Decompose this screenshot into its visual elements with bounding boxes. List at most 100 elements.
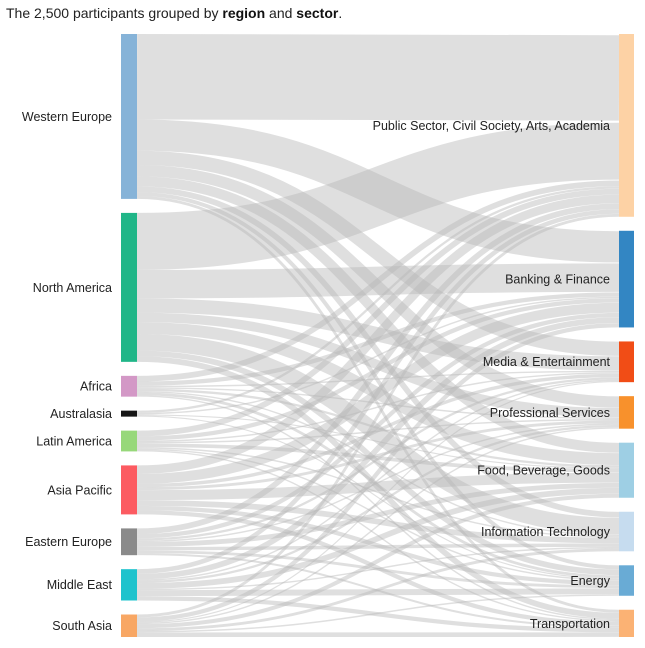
link-eastern-europe-to-public-sector-civil-society-arts-academia [136, 203, 620, 535]
source-node-north-america [121, 212, 137, 362]
source-label-australasia: Australasia [50, 407, 112, 421]
link-latin-america-to-media-and-entertainment [136, 372, 620, 443]
link-south-asia-to-banking-and-finance [136, 323, 620, 622]
title-prefix: The 2,500 participants grouped by [6, 5, 223, 21]
source-label-middle-east: Middle East [47, 578, 113, 592]
link-western-europe-to-energy [136, 192, 620, 570]
source-node-latin-america [121, 430, 137, 452]
link-middle-east-to-transportation [136, 596, 620, 633]
source-label-eastern-europe: Eastern Europe [25, 535, 112, 549]
nodes-layer [121, 34, 634, 637]
link-north-america-to-transportation [136, 356, 620, 619]
link-africa-to-energy [136, 392, 620, 579]
link-middle-east-to-media-and-entertainment [136, 379, 620, 581]
link-australasia-to-food-beverage-goods [136, 414, 620, 469]
link-western-europe-to-information-technology [136, 186, 620, 518]
link-asia-pacific-to-banking-and-finance [136, 302, 620, 484]
link-eastern-europe-to-banking-and-finance [136, 312, 620, 539]
link-asia-pacific-to-public-sector-civil-society-arts-academia [136, 194, 620, 474]
link-middle-east-to-professional-services [136, 424, 620, 584]
link-western-europe-to-banking-and-finance [136, 119, 620, 263]
link-asia-pacific-to-information-technology [136, 500, 620, 544]
chart-title: The 2,500 participants grouped by region… [6, 5, 342, 21]
target-node-energy [619, 565, 634, 596]
link-western-europe-to-media-and-entertainment [136, 150, 620, 356]
target-label-public-sector-civil-society-arts-academia: Public Sector, Civil Society, Arts, Acad… [373, 119, 610, 133]
link-latin-america-to-energy [136, 448, 620, 581]
link-eastern-europe-to-information-technology [136, 543, 620, 551]
source-node-western-europe [121, 34, 137, 199]
target-label-information-technology: Information Technology [481, 525, 611, 539]
title-bold-sector: sector [296, 5, 339, 21]
link-eastern-europe-to-food-beverage-goods [136, 482, 620, 547]
link-middle-east-to-food-beverage-goods [136, 487, 620, 589]
link-eastern-europe-to-energy [136, 550, 620, 589]
link-middle-east-to-banking-and-finance [136, 317, 620, 580]
links-layer [136, 34, 620, 638]
link-western-europe-to-food-beverage-goods [136, 176, 620, 453]
link-latin-america-to-information-technology [136, 447, 620, 538]
link-south-asia-to-professional-services [136, 427, 620, 625]
link-western-europe-to-transportation [136, 196, 620, 613]
link-africa-to-media-and-entertainment [136, 370, 620, 388]
link-latin-america-to-transportation [136, 449, 620, 622]
title-suffix: . [338, 5, 343, 21]
target-label-transportation: Transportation [530, 617, 610, 631]
source-node-africa [121, 375, 137, 397]
link-latin-america-to-food-beverage-goods [136, 443, 620, 473]
link-north-america-to-public-sector-civil-society-arts-academia [136, 122, 620, 270]
source-label-north-america: North America [33, 281, 112, 295]
link-north-america-to-information-technology [136, 333, 620, 535]
target-node-information-technology [619, 511, 634, 552]
link-africa-to-professional-services [136, 387, 620, 419]
source-node-asia-pacific [121, 465, 137, 515]
link-australasia-to-public-sector-civil-society-arts-academia [136, 186, 620, 413]
link-asia-pacific-to-media-and-entertainment [136, 373, 620, 488]
source-node-middle-east [121, 569, 137, 601]
link-australasia-to-banking-and-finance [136, 296, 620, 415]
target-node-banking-and-finance [619, 230, 634, 328]
source-label-latin-america: Latin America [36, 434, 112, 448]
link-africa-to-transportation [136, 395, 620, 620]
link-africa-to-food-beverage-goods [136, 388, 620, 468]
link-latin-america-to-public-sector-civil-society-arts-academia [136, 188, 620, 437]
source-node-eastern-europe [121, 528, 137, 556]
target-label-banking-and-finance: Banking & Finance [505, 272, 610, 286]
link-latin-america-to-banking-and-finance [136, 298, 620, 441]
target-label-professional-services: Professional Services [490, 406, 610, 420]
target-label-food-beverage-goods: Food, Beverage, Goods [477, 464, 610, 478]
link-middle-east-to-information-technology [136, 546, 620, 591]
title-middle: and [265, 5, 297, 21]
target-node-food-beverage-goods [619, 442, 634, 498]
source-label-western-europe: Western Europe [22, 110, 112, 124]
link-south-asia-to-information-technology [136, 548, 620, 632]
link-eastern-europe-to-media-and-entertainment [136, 377, 620, 541]
source-node-south-asia [121, 614, 137, 637]
link-north-america-to-food-beverage-goods [136, 321, 620, 466]
link-africa-to-information-technology [136, 390, 620, 537]
target-label-media-and-entertainment: Media & Entertainment [483, 355, 611, 369]
source-label-south-asia: South Asia [52, 619, 112, 633]
link-africa-to-public-sector-civil-society-arts-academia [136, 180, 620, 382]
link-latin-america-to-professional-services [136, 419, 620, 444]
target-node-transportation [619, 609, 634, 637]
link-south-asia-to-energy [136, 594, 620, 633]
source-node-australasia [121, 410, 137, 417]
link-eastern-europe-to-transportation [136, 553, 620, 628]
link-north-america-to-professional-services [136, 312, 620, 418]
link-asia-pacific-to-professional-services [136, 420, 620, 491]
link-south-asia-to-food-beverage-goods [136, 493, 620, 629]
link-south-asia-to-public-sector-civil-society-arts-academia [136, 213, 620, 618]
link-middle-east-to-public-sector-civil-society-arts-academia [136, 209, 620, 574]
link-south-asia-to-media-and-entertainment [136, 381, 620, 623]
link-asia-pacific-to-food-beverage-goods [136, 472, 620, 501]
source-label-africa: Africa [80, 380, 112, 394]
link-western-europe-to-public-sector-civil-society-arts-academia [136, 34, 620, 121]
link-eastern-europe-to-professional-services [136, 423, 620, 543]
target-node-media-and-entertainment [619, 341, 634, 383]
target-label-energy: Energy [570, 574, 610, 588]
source-label-asia-pacific: Asia Pacific [47, 483, 112, 497]
link-australasia-to-energy [136, 415, 620, 580]
title-bold-region: region [222, 5, 266, 21]
link-western-europe-to-professional-services [136, 165, 620, 408]
